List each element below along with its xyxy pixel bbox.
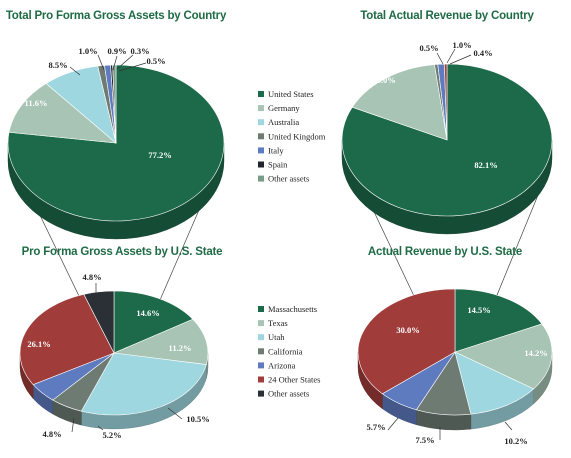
pie-top xyxy=(19,290,209,416)
pie-slice xyxy=(454,323,553,390)
chart-title: Pro Forma Gross Assets by U.S. State xyxy=(22,246,223,258)
legend: United States Germany Australia United King… xyxy=(258,89,326,184)
pie-depth xyxy=(357,351,553,431)
slice-label: 30.0% xyxy=(396,325,419,335)
slice-label: 14.5% xyxy=(467,305,490,315)
slice-label: 0.5% xyxy=(419,43,438,53)
pie-chart: 14.5% 14.2% 10.2% 7.5% 5.7% 30.0% xyxy=(357,288,553,446)
slice-label: 1.0% xyxy=(78,46,97,56)
legend-label: Italy xyxy=(268,145,284,155)
legend-label: Texas xyxy=(268,318,288,328)
legend-swatch xyxy=(258,334,264,341)
slice-label: 8.5% xyxy=(48,60,67,70)
slice-label-leader xyxy=(71,417,75,433)
legend-swatch xyxy=(258,105,264,112)
legend-swatch xyxy=(258,348,264,355)
legend-label: Other assets xyxy=(268,174,309,184)
legend-swatch xyxy=(258,119,264,126)
slice-label: 14.6% xyxy=(136,308,159,318)
legend-swatch xyxy=(258,175,264,182)
legends: United States Germany Australia United King… xyxy=(258,89,326,399)
slice-label: 4.8% xyxy=(82,272,101,282)
legend-swatch xyxy=(258,306,264,312)
slice-label-leader xyxy=(504,421,513,431)
pie-slice xyxy=(19,293,115,385)
legend-label: Spain xyxy=(268,160,288,170)
pie-chart: 82.1% 16.0% 0.5% 1.0%0.4% xyxy=(341,40,553,235)
pie-slice xyxy=(444,63,448,141)
pie-top xyxy=(341,63,553,217)
legend-swatch xyxy=(258,147,264,154)
pie-chart: 77.2% 11.6% 8.5% 1.0% 0.9% 0.3%0.5% xyxy=(7,46,225,240)
slice-label-leader xyxy=(112,55,118,71)
slice-label-leader xyxy=(167,407,183,420)
chart-title: Actual Revenue by U.S. State xyxy=(368,246,522,258)
legend-label: United States xyxy=(268,89,314,99)
pie-charts: 77.2%11.6%8.5%1.0% 0.9% 0.3%0.5%82.1%16.0%… xyxy=(7,40,553,446)
slice-label: 11.2% xyxy=(169,343,192,353)
slice-label: 14.2% xyxy=(524,348,547,358)
chart-title: Total Pro Forma Gross Assets by Country xyxy=(6,10,227,22)
slice-label-leader xyxy=(118,62,147,72)
slice-label: 0.9% xyxy=(107,46,126,56)
pie-slice xyxy=(112,318,209,365)
legend-swatch xyxy=(258,91,264,97)
slice-label: 7.5% xyxy=(415,435,434,445)
legend-label: 24 Other States xyxy=(268,375,320,385)
legend-label: Germany xyxy=(268,103,300,113)
slice-label-leader xyxy=(449,54,472,65)
pie-slice xyxy=(83,290,115,354)
slice-label: 11.6% xyxy=(25,98,48,108)
slice-label-leader xyxy=(436,52,444,65)
legend-label: Arizona xyxy=(268,360,296,370)
slice-label-leader xyxy=(97,425,104,431)
pie-slice xyxy=(454,351,535,415)
pie-slice xyxy=(357,288,456,395)
pie-slice xyxy=(351,64,448,141)
slice-label-leader xyxy=(116,54,134,70)
legend: Massachusetts Texas Utah California Arizona 2… xyxy=(258,304,320,399)
pie-slice xyxy=(80,352,207,416)
legend-label: Massachusetts xyxy=(268,304,317,314)
chart-titles: Total Pro Forma Gross Assets by Country … xyxy=(6,10,535,258)
legend-swatch xyxy=(258,161,264,168)
legend-swatch xyxy=(258,133,264,140)
slice-label: 10.2% xyxy=(504,436,527,446)
legend-label: California xyxy=(268,346,303,356)
legend-label: Utah xyxy=(268,332,285,342)
slice-label: 16.0% xyxy=(372,75,395,85)
legend-swatch xyxy=(258,376,264,383)
slice-label: 0.3% xyxy=(130,46,149,56)
slice-label: 77.2% xyxy=(148,150,171,160)
slice-label: 0.5% xyxy=(146,56,165,66)
slice-label-leader xyxy=(446,48,456,64)
legend-swatch xyxy=(258,320,264,327)
legend-label: Other assets xyxy=(268,389,309,399)
slice-label: 4.8% xyxy=(42,429,61,439)
slice-label: 1.0% xyxy=(452,40,471,50)
legend-label: United Kingdom xyxy=(268,131,326,141)
pie-slice xyxy=(8,83,117,144)
legend-label: Australia xyxy=(268,117,299,127)
pie-top xyxy=(357,288,553,416)
connector-line xyxy=(494,177,546,301)
slice-label: 82.1% xyxy=(474,160,497,170)
slice-label-leader xyxy=(69,66,81,76)
legend-swatch xyxy=(258,390,264,397)
legend-swatch xyxy=(258,362,264,369)
slice-label: 10.5% xyxy=(186,414,209,424)
slice-label: 5.2% xyxy=(102,430,121,440)
pie-chart: 14.6% 11.2% 10.5% 5.2% 4.8% 26.1% 4.8% xyxy=(19,272,210,440)
slice-label-leader xyxy=(387,417,399,431)
pie-slice xyxy=(454,288,543,353)
slice-label-leader xyxy=(97,54,105,71)
slice-label: 5.7% xyxy=(366,422,385,432)
pie-top xyxy=(7,64,225,222)
slice-label: 0.4% xyxy=(473,48,492,58)
chart-title: Total Actual Revenue by Country xyxy=(360,10,534,22)
slice-label: 26.1% xyxy=(27,339,50,349)
pie-slice xyxy=(113,290,194,354)
